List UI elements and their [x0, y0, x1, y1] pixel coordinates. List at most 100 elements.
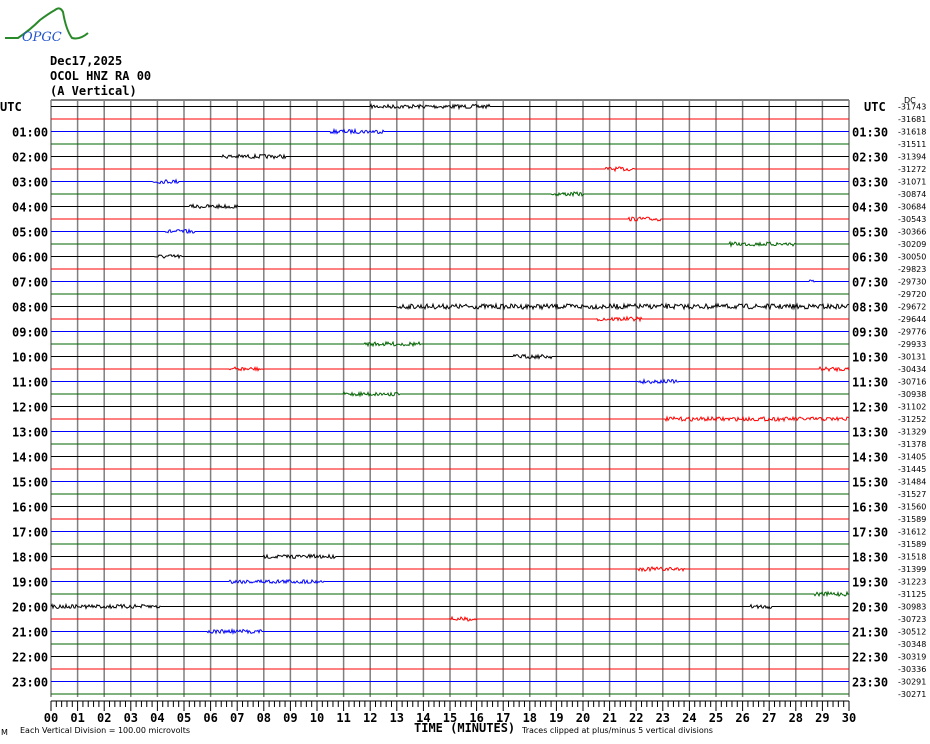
right-time-label: 15:30 [852, 476, 888, 490]
dc-offset: -29823 [898, 265, 926, 274]
left-time-label: 10:00 [12, 351, 48, 365]
left-time-label: 17:00 [12, 526, 48, 540]
right-time-label: 01:30 [852, 126, 888, 140]
trace-row-4 [51, 152, 849, 160]
dc-offset: -31125 [898, 590, 926, 599]
dc-offset: -30271 [898, 690, 926, 699]
x-tick-label: 16 [469, 711, 483, 725]
dc-offset: -31272 [898, 165, 926, 174]
trace-row-7 [51, 191, 849, 198]
trace-row-6 [51, 178, 849, 185]
dc-offset: -31511 [898, 140, 926, 149]
x-tick-label: 30 [842, 711, 856, 725]
dc-offset: -31560 [898, 503, 926, 512]
right-time-label: 18:30 [852, 551, 888, 565]
clip-note: Traces clipped at plus/minus 5 vertical … [521, 726, 713, 735]
right-time-label: 07:30 [852, 276, 888, 290]
trace-row-0 [51, 103, 849, 111]
trace-row-36 [51, 553, 849, 560]
dc-offset: -30291 [898, 678, 926, 687]
x-tick-label: 14 [416, 711, 430, 725]
dc-offset: -31102 [898, 403, 926, 412]
trace-row-22 [51, 378, 849, 385]
dc-offset: -31743 [898, 103, 926, 112]
x-tick-label: 25 [709, 711, 723, 725]
right-time-label: 10:30 [852, 351, 888, 365]
dc-offset: -30366 [898, 228, 926, 237]
x-tick-label: 28 [789, 711, 803, 725]
left-time-label: 23:00 [12, 676, 48, 690]
right-time-label: 05:30 [852, 226, 888, 240]
scale-note: Each Vertical Division = 100.00 microvol… [20, 726, 190, 735]
trace-row-8 [51, 203, 849, 210]
right-time-label: 02:30 [852, 151, 888, 165]
right-time-label: 17:30 [852, 526, 888, 540]
dc-offset: -30512 [898, 628, 926, 637]
dc-offset: -31681 [898, 115, 926, 124]
right-time-label: 23:30 [852, 676, 888, 690]
dc-offset: -31329 [898, 428, 926, 437]
left-time-label: 13:00 [12, 426, 48, 440]
right-time-label: 11:30 [852, 376, 888, 390]
right-time-label: 20:30 [852, 601, 888, 615]
dc-offset: -29644 [898, 315, 926, 324]
left-time-label: 18:00 [12, 551, 48, 565]
trace-row-19 [51, 340, 849, 348]
left-time-label: 02:00 [12, 151, 48, 165]
left-time-label: 01:00 [12, 126, 48, 140]
left-time-label: 12:00 [12, 401, 48, 415]
x-tick-label: 10 [310, 711, 324, 725]
x-tick-label: 13 [390, 711, 404, 725]
trace-row-14 [51, 279, 849, 283]
date-label: Dec17,2025 [50, 54, 123, 68]
dc-offset: -29776 [898, 328, 926, 337]
trace-row-39 [51, 590, 850, 598]
left-time-label: 05:00 [12, 226, 48, 240]
dc-offset: -29672 [898, 303, 926, 312]
trace-row-23 [51, 390, 849, 398]
trace-row-25 [51, 415, 850, 423]
right-time-label: 16:30 [852, 501, 888, 515]
dc-offset: -31527 [898, 490, 926, 499]
dc-offset: -30131 [898, 353, 926, 362]
dc-offset: -31612 [898, 528, 926, 537]
dc-offset: -30319 [898, 653, 926, 662]
left-time-label: 06:00 [12, 251, 48, 265]
right-time-label: 04:30 [852, 201, 888, 215]
dc-offset: -30874 [898, 190, 926, 199]
right-time-label: 13:30 [852, 426, 888, 440]
trace-row-20 [51, 353, 849, 360]
trace-row-37 [51, 566, 849, 573]
dc-offset: -31618 [898, 128, 926, 137]
dc-offset: -30543 [898, 215, 926, 224]
right-time-label: 06:30 [852, 251, 888, 265]
left-time-label: 14:00 [12, 451, 48, 465]
svg-text:OPGC: OPGC [22, 30, 62, 45]
dc-offset: -31252 [898, 415, 926, 424]
x-tick-label: 22 [629, 711, 643, 725]
trace-row-2 [51, 127, 849, 135]
left-time-label: 08:00 [12, 301, 48, 315]
x-tick-label: 01 [70, 711, 84, 725]
left-time-label: 19:00 [12, 576, 48, 590]
dc-offset: -31223 [898, 578, 926, 587]
right-time-label: 09:30 [852, 326, 888, 340]
trace-row-10 [51, 228, 849, 234]
x-tick-label: 20 [576, 711, 590, 725]
x-tick-label: 29 [815, 711, 829, 725]
x-tick-label: 08 [257, 711, 271, 725]
dc-offset: -30348 [898, 640, 926, 649]
left-time-label: 04:00 [12, 201, 48, 215]
dc-offset: -31394 [898, 153, 926, 162]
dc-offset: -29933 [898, 340, 926, 349]
left-axis-title: UTC [0, 100, 22, 114]
dc-offset: -31405 [898, 453, 926, 462]
trace-row-11 [51, 240, 849, 248]
dc-offset: -31589 [898, 515, 926, 524]
component-label: (A Vertical) [50, 84, 137, 98]
dc-offset: -31518 [898, 553, 926, 562]
right-time-label: 21:30 [852, 626, 888, 640]
left-time-label: 09:00 [12, 326, 48, 340]
dc-offset: -30723 [898, 615, 926, 624]
